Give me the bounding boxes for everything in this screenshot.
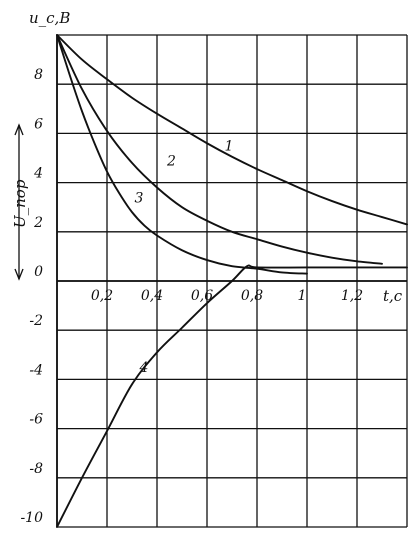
- curve-1: [56, 34, 408, 226]
- x-tick-label: 0,4: [141, 288, 163, 304]
- y-tick-label: -8: [29, 461, 43, 477]
- curve-2: [56, 34, 383, 265]
- y-tick-label: 8: [34, 67, 43, 83]
- curve-label-3: 3: [135, 190, 144, 206]
- labels: 0,2 0,4 0,6 0,8 1 1,2 8 6 4 2 0 -2 -4 -6 -8 -10 u_c,B t,c…: [11, 9, 403, 526]
- y-tick-label: -4: [29, 362, 43, 378]
- y-tick-label: -2: [29, 313, 43, 329]
- curve-label-4: 4: [139, 360, 149, 376]
- y-tick-label: 4: [33, 166, 43, 182]
- y-tick-label: 2: [33, 215, 43, 231]
- y-tick-label: -10: [20, 510, 43, 526]
- x-axis-title: t,c: [383, 287, 403, 305]
- y-tick-label: 0: [34, 264, 43, 280]
- x-tick-label: 0,2: [91, 288, 113, 304]
- curve-4: [56, 264, 408, 528]
- x-tick-label: 1,2: [341, 288, 363, 304]
- y-tick-label: 6: [34, 116, 43, 132]
- y-tick-label: -6: [29, 412, 43, 428]
- curves: [56, 34, 408, 528]
- threshold-arrow-down: [14, 268, 24, 281]
- threshold-label: U_пор: [11, 179, 29, 228]
- threshold-arrow-up: [14, 123, 24, 136]
- curve-label-1: 1: [225, 139, 234, 155]
- curve-label-2: 2: [166, 153, 176, 169]
- x-tick-label: 0,8: [241, 288, 263, 304]
- x-tick-label: 0,6: [191, 288, 213, 304]
- axes: [14, 35, 407, 527]
- curve-3: [56, 34, 308, 275]
- x-tick-label: 1: [298, 288, 307, 304]
- y-axis-title: u_c,B: [29, 9, 70, 27]
